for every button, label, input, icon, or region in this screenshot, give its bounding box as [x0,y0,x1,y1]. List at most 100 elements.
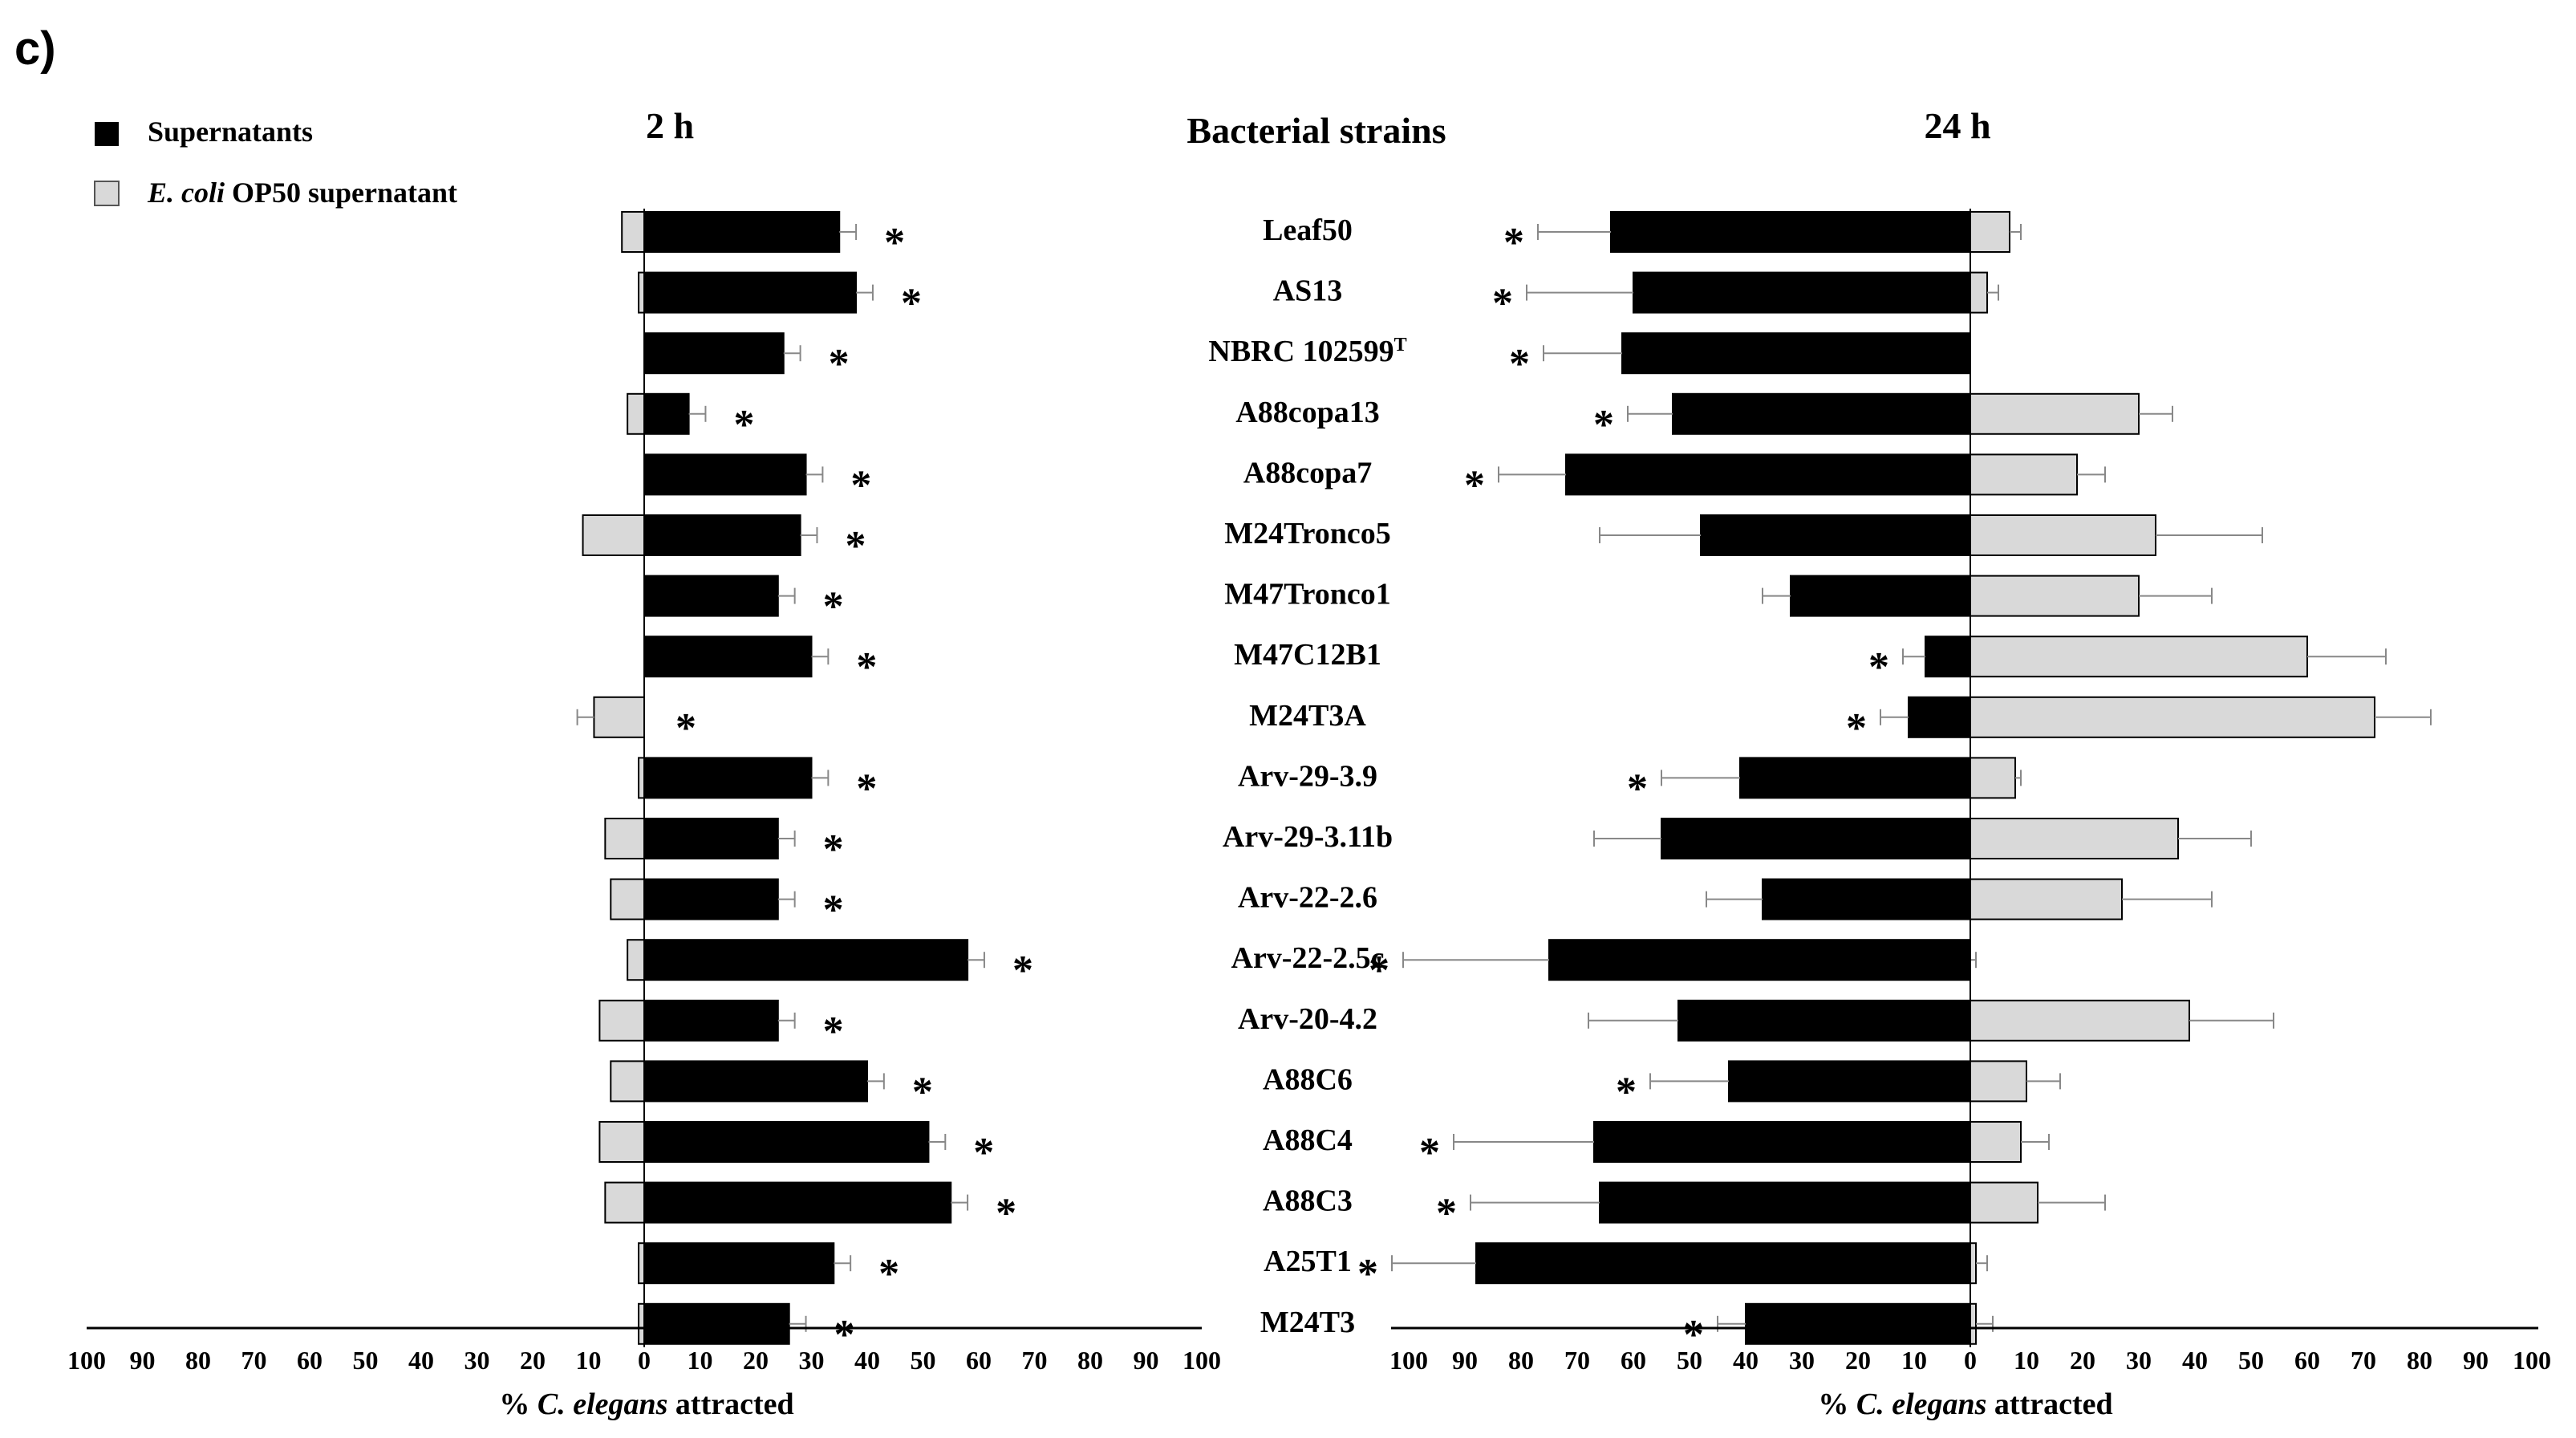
category-label-4: A88copa7 [1243,456,1372,489]
legend-label-ecoli: E. coli OP50 supernatant [147,177,457,209]
category-label-14: A88C6 [1263,1062,1353,1096]
significance-2h-2: * [829,341,850,387]
bar-ecoli-24h-13 [1970,999,2190,1042]
bar-ecoli-24h-17 [1970,1242,1977,1285]
bar-ecoli-2h-5 [582,514,645,556]
category-label-17: A25T1 [1264,1245,1352,1278]
bar-ecoli-2h-13 [598,999,646,1042]
bar-supernatant-24h-14 [1728,1060,1971,1103]
panel-24h: **************100 90 80 70 60 50 40 30 20 10 0 10 20… [1357,209,2551,1375]
legend-ecoli-rest: OP50 supernatant [225,177,457,209]
x-axis-label-24h-italic: C. elegans [1856,1387,1987,1421]
panel-label: c) [14,22,56,75]
category-label-text-8: M24T3A [1249,699,1366,733]
category-label-18: M24T3 [1260,1306,1355,1339]
tick-label-24h-3: 70 [1564,1346,1590,1375]
bar-ecoli-2h-11 [610,878,645,920]
bar-ecoli-2h-15 [598,1121,646,1163]
bar-supernatant-2h-17 [643,1242,835,1285]
significance-2h-6: * [823,584,844,630]
x-axis-label-24h-post: attracted [1986,1387,2112,1421]
bar-ecoli-24h-1 [1970,271,1988,314]
bar-supernatant-24h-12 [1548,939,1971,981]
category-label-text-4: A88copa7 [1243,456,1372,489]
bar-supernatant-24h-13 [1677,999,1971,1042]
category-label-13: Arv-20-4.2 [1238,1002,1377,1036]
category-label-1: AS13 [1273,274,1343,308]
tick-label-24h-13: 30 [2126,1346,2152,1375]
bar-supernatant-24h-18 [1745,1302,1971,1345]
category-label-text-16: A88C3 [1263,1184,1353,1218]
bar-supernatant-2h-11 [643,878,779,920]
significance-24h-17: * [1357,1251,1378,1297]
significance-2h-7: * [856,644,877,690]
tick-label-24h-17: 70 [2351,1346,2376,1375]
category-labels: Leaf50 AS13 NBRC 102599T A88copa13 A88copa7 M… [1208,213,1406,1339]
bar-ecoli-2h-14 [610,1060,645,1103]
significance-2h-14: * [912,1069,933,1115]
bar-supernatant-2h-14 [643,1060,868,1103]
tick-label-2h-13: 30 [799,1346,825,1375]
significance-24h-16: * [1436,1191,1457,1237]
bar-supernatant-2h-10 [643,818,779,859]
significance-2h-18: * [834,1312,855,1358]
bar-ecoli-2h-10 [604,818,645,859]
bar-ecoli-24h-0 [1970,211,2010,253]
bar-ecoli-24h-3 [1970,392,2140,435]
tick-label-24h-0: 100 [1389,1346,1428,1375]
category-label-8: M24T3A [1249,699,1366,733]
tick-label-2h-11: 10 [688,1346,713,1375]
tick-label-24h-10: 0 [1964,1346,1977,1375]
significance-2h-1: * [901,281,922,327]
category-label-text-18: M24T3 [1260,1306,1355,1339]
legend-ecoli-italic: E. coli [147,177,225,209]
tick-label-2h-14: 40 [854,1346,880,1375]
legend-swatch-ecoli [94,181,120,206]
bar-ecoli-2h-1 [638,271,645,314]
category-label-0: Leaf50 [1263,213,1353,247]
significance-2h-9: * [856,766,877,811]
category-label-6: M47Tronco1 [1224,578,1391,611]
category-label-16: A88C3 [1263,1184,1353,1218]
x-axis-label-2h-pre: % [499,1387,538,1421]
category-label-text-6: M47Tronco1 [1224,578,1391,611]
tick-label-24h-9: 10 [1901,1346,1927,1375]
significance-2h-15: * [973,1130,994,1176]
significance-2h-16: * [996,1191,1016,1237]
tick-label-2h-17: 70 [1022,1346,1048,1375]
tick-label-24h-7: 30 [1789,1346,1815,1375]
tick-label-24h-8: 20 [1845,1346,1871,1375]
significance-24h-1: * [1492,281,1513,327]
panel-2h: *******************100 90 80 70 60 50 40 30 20 10… [67,209,1221,1375]
tick-label-24h-12: 20 [2070,1346,2095,1375]
bar-ecoli-2h-8 [593,696,646,738]
bar-ecoli-24h-16 [1970,1181,2038,1224]
bar-ecoli-24h-4 [1970,453,2078,496]
category-label-text-14: A88C6 [1263,1062,1353,1096]
significance-2h-0: * [884,220,905,266]
bar-supernatant-24h-0 [1610,211,1971,253]
category-label-text-15: A88C4 [1263,1123,1353,1157]
tick-label-24h-2: 80 [1508,1346,1534,1375]
significance-2h-5: * [845,523,866,569]
bar-ecoli-24h-9 [1970,757,2016,799]
bar-supernatant-2h-13 [643,999,779,1042]
tick-label-2h-9: 10 [576,1346,602,1375]
significance-24h-18: * [1683,1312,1704,1358]
category-label-10: Arv-29-3.11b [1223,820,1393,854]
center-title: Bacterial strains [1187,110,1446,151]
significance-24h-7: * [1868,644,1889,690]
bar-supernatant-24h-10 [1661,818,1971,859]
category-label-text-11: Arv-22-2.6 [1238,881,1377,915]
bar-supernatant-24h-5 [1700,514,1971,556]
category-label-text-17: A25T1 [1264,1245,1352,1278]
significance-24h-15: * [1419,1130,1440,1176]
tick-label-2h-3: 70 [241,1346,267,1375]
significance-2h-3: * [733,402,754,448]
category-label-text-9: Arv-29-3.9 [1238,759,1377,793]
significance-24h-3: * [1593,402,1614,448]
significance-24h-2: * [1509,341,1530,387]
bar-ecoli-24h-8 [1970,696,2375,738]
category-superscript-2: T [1394,335,1407,355]
